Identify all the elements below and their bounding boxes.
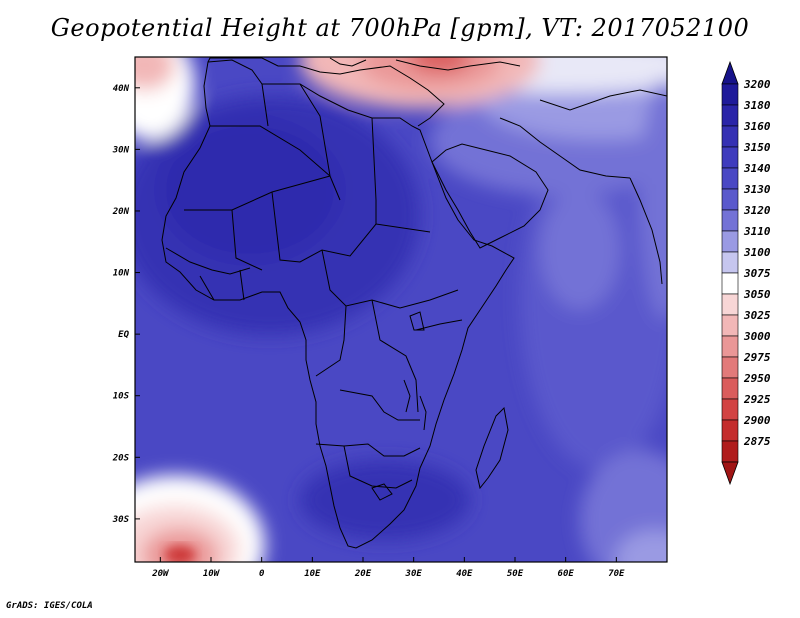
colorbar-label: 3050 [743,288,771,301]
lat-tick-label: 10N [113,269,130,279]
colorbar-swatch [721,125,739,148]
lat-tick-label: 30N [112,145,130,155]
colorbar-label: 3130 [743,183,771,196]
colorbar-label: 3000 [743,330,771,343]
colorbar-swatch [721,356,739,379]
colorbar-label: 3100 [743,246,771,259]
colorbar-swatch [721,440,739,463]
colorbar-swatch [721,251,739,274]
colorbar-label: 3180 [743,99,771,112]
lat-tick-label: 10S [113,392,130,402]
colorbar-swatch [721,272,739,295]
lat-tick-label: EQ [118,330,129,340]
lon-tick-label: 50E [507,569,524,579]
colorbar-swatch [721,230,739,253]
lon-tick-label: 10W [203,569,221,579]
latitude-axis: 40N 30N 20N 10N EQ 10S 20S 30S [112,84,130,525]
colorbar-label: 2950 [743,372,771,385]
lat-tick-label: 30S [112,515,130,525]
colorbar-swatch [721,83,739,106]
lat-tick-label: 20S [112,453,130,463]
lon-tick-label: 30E [405,569,423,579]
colorbar-label: 3140 [743,162,771,175]
lon-tick-label: 70E [608,569,625,579]
grads-credit: GrADS: IGES/COLA [6,601,93,611]
lat-tick-label: 40N [113,84,130,94]
colorbar-swatch [721,314,739,337]
colorbar-label: 2875 [743,435,771,448]
colorbar-swatch [721,188,739,211]
colorbar-swatch [721,398,739,421]
colorbar-swatch [721,293,739,316]
colorbar-label: 3075 [743,267,771,280]
lat-tick-label: 20N [112,207,130,217]
colorbar-label: 3160 [743,120,771,133]
colorbar-label: 3110 [743,225,771,238]
coastlines [161,57,667,549]
colorbar-swatch [721,419,739,442]
colorbar-label: 2925 [743,393,771,406]
colorbar-swatch [721,377,739,400]
colorbar: 3200 3180 3160 3150 3140 3130 3120 3110 3100 3075… [721,60,771,486]
colorbar-label: 3025 [743,309,771,322]
colorbar-swatch [721,209,739,232]
colorbar-top-arrow [721,60,739,85]
colorbar-swatch [721,146,739,169]
lon-tick-label: 20W [151,569,170,579]
colorbar-swatch [721,335,739,358]
longitude-axis: 20W 10W 0 10E 20E 30E 40E 50E 60E 70E [151,569,625,579]
colorbar-bottom-arrow [721,461,739,486]
colorbar-swatch [721,167,739,190]
colorbar-label: 2975 [743,351,771,364]
colorbar-label: 3150 [743,141,771,154]
map-grid [135,87,617,562]
colorbar-label: 2900 [743,414,771,427]
lon-tick-label: 10E [304,569,321,579]
map-title: Geopotential Height at 700hPa [gpm], VT:… [50,14,750,42]
lon-tick-label: 40E [456,569,473,579]
height-field [135,57,667,562]
colorbar-swatch [721,104,739,127]
lon-tick-label: 60E [558,569,575,579]
plot-frame [134,56,668,563]
colorbar-label: 3200 [743,78,771,91]
lon-tick-label: 20E [354,569,372,579]
lon-tick-label: 0 [259,569,265,579]
colorbar-label: 3120 [743,204,771,217]
